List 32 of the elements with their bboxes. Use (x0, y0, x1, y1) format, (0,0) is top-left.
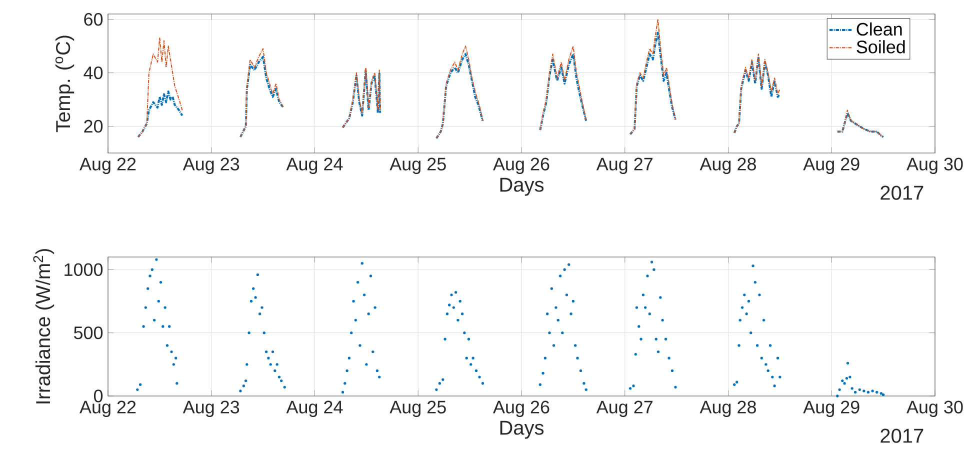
y-tick-label: 20 (84, 120, 103, 133)
x-axis-title: Days (500, 178, 544, 196)
text: 2017 (880, 428, 924, 443)
legend-label: Soiled (856, 40, 905, 54)
x-tick-label: Aug 23 (182, 158, 240, 174)
x-tick-label: Aug 28 (700, 158, 756, 174)
x-tick-label: Aug 27 (596, 158, 652, 174)
y-tick-label: 60 (84, 12, 103, 26)
x-axis-title: Days (500, 420, 544, 439)
x-tick-label: Aug 25 (390, 400, 446, 418)
x-tick-label: Aug 23 (182, 400, 240, 418)
y-axis-title: Temp. ($^{o}$C) (55, 36, 74, 132)
x-tick-label: Aug 28 (700, 400, 756, 418)
x-tick-label: Aug 29 (803, 158, 860, 174)
x-tick-label: Aug 26 (493, 400, 550, 418)
x-tick-label: Aug 24 (286, 158, 343, 174)
legend-label: Clean (856, 22, 902, 36)
text: 2017 (880, 186, 924, 200)
x-tick-label: Aug 27 (596, 400, 652, 418)
y-tick-label: 500 (74, 326, 103, 340)
x-tick-label: Aug 29 (803, 400, 860, 418)
y-tick-label: 0 (94, 390, 103, 402)
x-tick-label: Aug 30 (906, 158, 963, 174)
x-tick-label: Aug 30 (906, 400, 963, 418)
x-tick-label: Aug 22 (80, 400, 136, 418)
y-tick-label: 1000 (64, 263, 103, 276)
x-tick-label: Aug 24 (286, 400, 343, 418)
y-axis-title: Irradiance (W/m$^{2}$) (33, 249, 54, 404)
x-tick-label: Aug 25 (390, 158, 446, 174)
y-tick-label: 40 (84, 66, 103, 80)
x-tick-label: Aug 22 (80, 158, 136, 174)
x-tick-label: Aug 26 (493, 158, 550, 174)
